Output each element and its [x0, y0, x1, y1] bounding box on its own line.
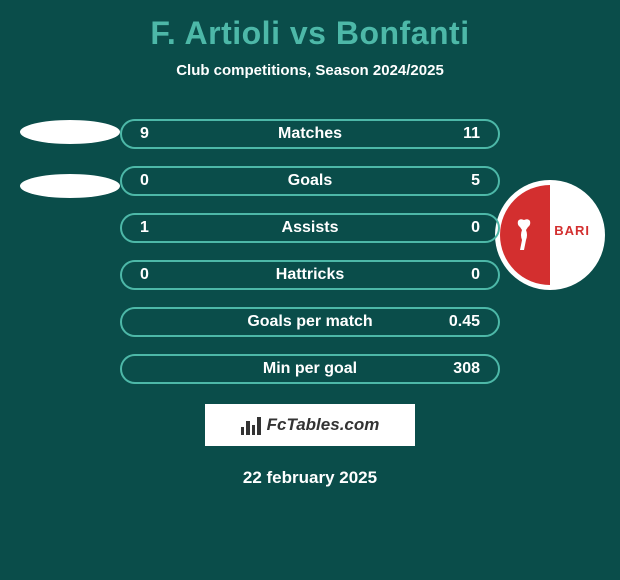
rooster-icon: [512, 215, 537, 255]
left-team-badges: [20, 120, 120, 228]
stat-row-hattricks: 0 Hattricks 0: [120, 260, 500, 290]
stat-right-value: 0: [440, 219, 480, 237]
fctables-attribution: FcTables.com: [205, 404, 415, 446]
stat-left-value: 0: [140, 266, 180, 284]
fctables-label: FcTables.com: [267, 415, 380, 435]
stat-label: Matches: [278, 125, 342, 143]
team-badge-1: [20, 120, 120, 144]
stat-label: Goals: [288, 172, 332, 190]
stat-right-value: 308: [440, 360, 480, 378]
subtitle: Club competitions, Season 2024/2025: [176, 62, 444, 79]
stat-left-value: 0: [140, 172, 180, 190]
stat-label: Assists: [282, 219, 339, 237]
stat-row-mpg: Min per goal 308: [120, 354, 500, 384]
stat-row-goals: 0 Goals 5: [120, 166, 500, 196]
stat-row-assists: 1 Assists 0: [120, 213, 500, 243]
stat-row-matches: 9 Matches 11: [120, 119, 500, 149]
page-title: F. Artioli vs Bonfanti: [150, 15, 469, 52]
stats-table: 9 Matches 11 0 Goals 5 1 Assists 0 0 Hat…: [120, 119, 500, 384]
stat-right-value: 0.45: [440, 313, 480, 331]
stat-label: Min per goal: [263, 360, 357, 378]
stat-right-value: 0: [440, 266, 480, 284]
stat-right-value: 5: [440, 172, 480, 190]
date-label: 22 february 2025: [243, 468, 377, 488]
stat-label: Goals per match: [247, 313, 372, 331]
chart-icon: [241, 415, 261, 435]
stat-right-value: 11: [440, 125, 480, 143]
bari-text: BARI: [554, 223, 590, 238]
stat-left-value: 9: [140, 125, 180, 143]
bari-logo: BARI: [495, 180, 605, 290]
stat-row-gpm: Goals per match 0.45: [120, 307, 500, 337]
stat-label: Hattricks: [276, 266, 344, 284]
stat-left-value: 1: [140, 219, 180, 237]
right-team-badge: BARI: [495, 180, 605, 290]
team-badge-2: [20, 174, 120, 198]
